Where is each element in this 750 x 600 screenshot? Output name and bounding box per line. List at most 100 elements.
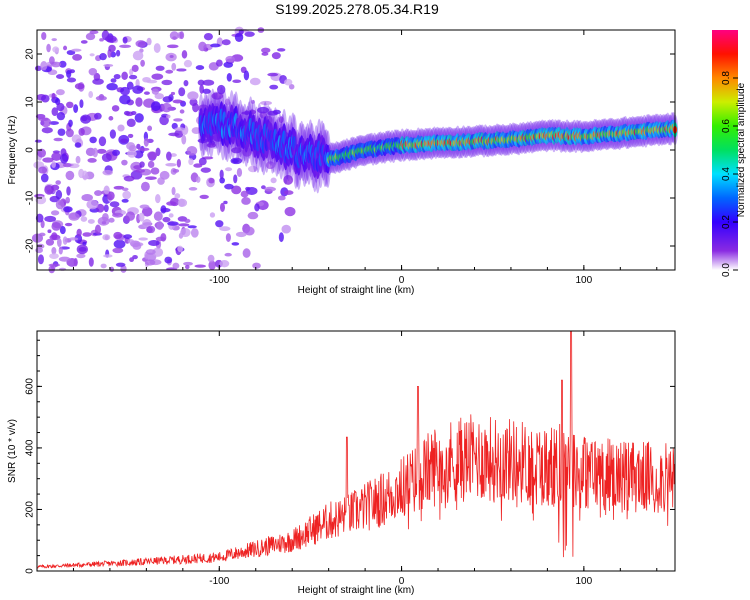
noise-blob: [190, 228, 199, 238]
noise-blob: [166, 201, 177, 206]
noise-blob: [82, 175, 90, 180]
noise-blob: [145, 176, 157, 180]
noise-blob: [152, 247, 164, 257]
noise-blob: [231, 185, 242, 195]
noise-blob: [186, 145, 198, 156]
x-tick-label: -100: [209, 275, 229, 286]
noise-blob: [194, 264, 207, 268]
noise-blob: [89, 30, 99, 34]
noise-blob: [168, 94, 174, 102]
noise-blob: [143, 91, 150, 95]
snr-ticks: -100 0 100 0 200 400 600: [25, 331, 675, 587]
noise-blob: [179, 109, 185, 114]
noise-blob: [203, 32, 213, 41]
noise-blob: [42, 157, 54, 163]
noise-blob: [206, 142, 216, 148]
noise-blob: [66, 186, 71, 196]
noise-blob: [270, 162, 276, 168]
noise-blob: [113, 185, 125, 190]
noise-blob: [51, 38, 57, 42]
noise-blob: [151, 73, 164, 80]
noise-blob: [202, 79, 215, 86]
noise-blob: [86, 199, 99, 210]
noise-blob: [94, 112, 102, 120]
noise-blob: [183, 59, 193, 68]
noise-blob: [174, 193, 181, 199]
noise-blob: [68, 119, 73, 128]
noise-blob: [179, 31, 185, 40]
spectrogram-marks: [31, 26, 678, 274]
snr-ylabel: SNR (10 * v/v): [7, 419, 18, 483]
noise-blob: [85, 32, 96, 41]
noise-blob: [122, 36, 128, 44]
noise-blob: [48, 121, 59, 125]
noise-blob: [76, 228, 82, 237]
noise-blob: [247, 211, 259, 220]
noise-blob: [135, 168, 146, 173]
noise-blob: [181, 50, 188, 59]
noise-blob: [126, 81, 134, 90]
noise-blob: [231, 242, 240, 246]
noise-blob: [171, 186, 176, 196]
noise-blob: [269, 84, 279, 90]
noise-blob: [199, 194, 209, 199]
noise-blob: [40, 117, 52, 128]
noise-blob: [146, 225, 156, 234]
noise-blob: [95, 95, 107, 101]
noise-blob: [96, 203, 105, 213]
noise-blob: [75, 155, 81, 164]
noise-blob: [66, 101, 74, 109]
noise-blob: [113, 73, 121, 80]
noise-blob: [56, 111, 66, 121]
noise-blob: [92, 147, 98, 158]
noise-blob: [177, 245, 183, 253]
noise-blob: [219, 177, 225, 184]
noise-blob: [174, 127, 186, 131]
noise-blob: [261, 185, 266, 190]
noise-blob: [41, 31, 47, 40]
noise-blob: [278, 232, 284, 243]
noise-blob: [143, 137, 149, 147]
noise-blob: [103, 185, 110, 195]
noise-blob: [108, 44, 116, 53]
noise-blob: [234, 32, 244, 42]
noise-blob: [200, 167, 211, 173]
noise-blob: [103, 63, 114, 67]
noise-blob: [159, 115, 169, 126]
noise-blob: [50, 210, 60, 216]
snr-plot-area: [37, 331, 675, 571]
snr-series-line: [36, 330, 676, 569]
noise-blob: [87, 158, 97, 163]
noise-blob: [242, 248, 251, 258]
figure-title: S199.2025.278.05.34.R19: [275, 1, 439, 17]
x-tick-label: 100: [576, 275, 593, 286]
colorbar-tick-label: 0.2: [721, 215, 732, 229]
noise-blob: [134, 113, 144, 123]
noise-blob: [284, 78, 293, 86]
noise-blob: [108, 116, 114, 121]
noise-blob: [51, 246, 57, 255]
noise-blob: [126, 118, 136, 128]
noise-blob: [56, 74, 65, 79]
noise-blob: [219, 260, 230, 268]
noise-blob: [101, 221, 107, 225]
noise-blob: [98, 136, 107, 147]
noise-blob: [238, 29, 244, 35]
noise-blob: [111, 105, 120, 112]
noise-blob: [73, 104, 79, 113]
noise-blob: [174, 129, 184, 138]
noise-blob: [198, 157, 207, 166]
noise-blob: [270, 177, 277, 184]
noise-blob: [34, 139, 42, 143]
noise-blob: [138, 212, 145, 222]
noise-blob: [195, 65, 205, 71]
noise-blob: [129, 68, 134, 76]
noise-blob: [241, 147, 253, 157]
noise-blob: [56, 102, 65, 112]
noise-blob: [89, 53, 95, 57]
noise-blob: [176, 68, 187, 72]
noise-blob: [244, 226, 255, 236]
noise-blob: [55, 89, 65, 96]
noise-blob: [51, 221, 62, 231]
noise-blob: [150, 101, 161, 112]
